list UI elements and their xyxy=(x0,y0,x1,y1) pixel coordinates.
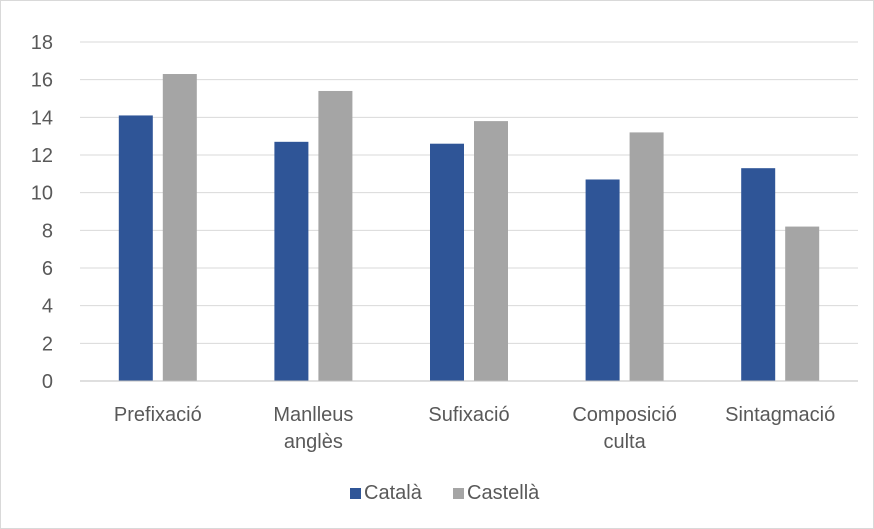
bar-castella xyxy=(629,132,664,381)
bar-catala xyxy=(585,179,620,381)
x-category-label: Prefixació xyxy=(114,404,202,426)
y-axis-tick-labels: 0 2 4 6 8 10 12 14 16 18 xyxy=(31,32,53,393)
legend-label: Castellà xyxy=(467,482,540,504)
y-tick-label: 6 xyxy=(42,258,53,280)
y-tick-label: 4 xyxy=(42,296,53,318)
bar-catala xyxy=(274,141,309,381)
y-tick-label: 8 xyxy=(42,220,53,242)
y-tick-label: 18 xyxy=(31,32,53,54)
bar-castella xyxy=(162,74,197,382)
x-category-label: Sufixació xyxy=(428,404,509,426)
bar-catala xyxy=(430,143,464,381)
x-category-label: Sintagmació xyxy=(725,404,835,426)
y-tick-label: 10 xyxy=(31,183,53,205)
y-tick-label: 16 xyxy=(31,70,53,92)
x-axis-category-labels: Prefixació Manlleus anglès Sufixació Composi… xyxy=(114,404,835,453)
bar-castella xyxy=(474,121,508,381)
y-tick-label: 14 xyxy=(31,107,53,129)
bars xyxy=(118,74,820,382)
legend-swatch xyxy=(350,488,361,499)
y-tick-label: 12 xyxy=(31,145,53,167)
x-category-label: Composició xyxy=(572,404,676,426)
legend: Català Castellà xyxy=(350,482,540,504)
bar-castella xyxy=(318,90,353,381)
gridlines xyxy=(80,41,858,344)
x-category-label: culta xyxy=(603,431,646,453)
legend-label: Català xyxy=(364,482,423,504)
y-tick-label: 2 xyxy=(42,333,53,355)
x-category-label: Manlleus xyxy=(273,404,353,426)
bar-castella xyxy=(785,226,820,381)
bar-catala xyxy=(741,168,776,381)
y-tick-label: 0 xyxy=(42,371,53,393)
legend-swatch xyxy=(453,488,464,499)
x-category-label: anglès xyxy=(284,431,343,453)
bar-catala xyxy=(118,115,153,381)
